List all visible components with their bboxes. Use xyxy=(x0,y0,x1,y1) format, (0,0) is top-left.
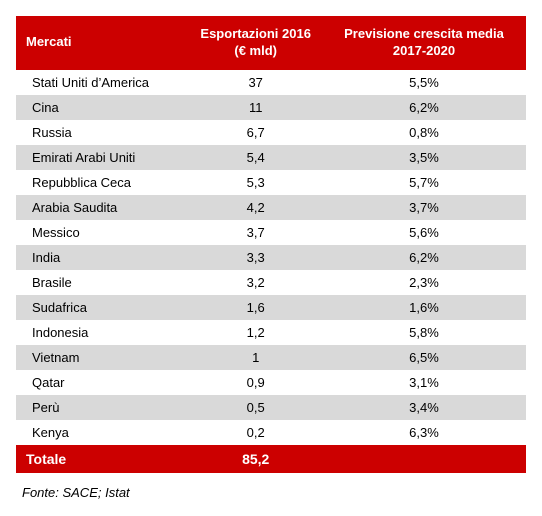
source-note: Fonte: SACE; Istat xyxy=(16,485,526,500)
cell-growth: 5,6% xyxy=(322,220,526,245)
cell-growth: 5,5% xyxy=(322,70,526,95)
cell-growth: 6,3% xyxy=(322,420,526,445)
table-row: Emirati Arabi Uniti5,43,5% xyxy=(16,145,526,170)
cell-exports: 11 xyxy=(189,95,322,120)
cell-growth: 3,4% xyxy=(322,395,526,420)
cell-market: Sudafrica xyxy=(16,295,189,320)
cell-exports: 1,2 xyxy=(189,320,322,345)
cell-market: Russia xyxy=(16,120,189,145)
cell-growth: 3,5% xyxy=(322,145,526,170)
cell-market: Arabia Saudita xyxy=(16,195,189,220)
table-total-row: Totale85,2 xyxy=(16,445,526,473)
cell-market: Emirati Arabi Uniti xyxy=(16,145,189,170)
col-header-market: Mercati xyxy=(16,16,189,70)
table-row: Stati Uniti d’America375,5% xyxy=(16,70,526,95)
cell-market: Qatar xyxy=(16,370,189,395)
cell-exports: 37 xyxy=(189,70,322,95)
cell-growth: 6,5% xyxy=(322,345,526,370)
cell-market: Vietnam xyxy=(16,345,189,370)
table-row: India3,36,2% xyxy=(16,245,526,270)
cell-exports: 3,7 xyxy=(189,220,322,245)
cell-growth: 5,7% xyxy=(322,170,526,195)
table-row: Repubblica Ceca5,35,7% xyxy=(16,170,526,195)
col-header-exports: Esportazioni 2016 (€ mld) xyxy=(189,16,322,70)
total-cell-exports: 85,2 xyxy=(189,445,322,473)
cell-growth: 5,8% xyxy=(322,320,526,345)
total-cell-label: Totale xyxy=(16,445,189,473)
cell-exports: 0,5 xyxy=(189,395,322,420)
table-header-row: Mercati Esportazioni 2016 (€ mld) Previs… xyxy=(16,16,526,70)
cell-exports: 3,2 xyxy=(189,270,322,295)
cell-market: Messico xyxy=(16,220,189,245)
table-row: Sudafrica1,61,6% xyxy=(16,295,526,320)
cell-market: Indonesia xyxy=(16,320,189,345)
cell-growth: 6,2% xyxy=(322,95,526,120)
cell-market: Repubblica Ceca xyxy=(16,170,189,195)
cell-exports: 4,2 xyxy=(189,195,322,220)
cell-growth: 0,8% xyxy=(322,120,526,145)
cell-market: India xyxy=(16,245,189,270)
cell-exports: 1,6 xyxy=(189,295,322,320)
cell-market: Kenya xyxy=(16,420,189,445)
table-row: Messico3,75,6% xyxy=(16,220,526,245)
cell-exports: 3,3 xyxy=(189,245,322,270)
cell-growth: 3,1% xyxy=(322,370,526,395)
cell-market: Stati Uniti d’America xyxy=(16,70,189,95)
cell-growth: 1,6% xyxy=(322,295,526,320)
table-row: Kenya0,26,3% xyxy=(16,420,526,445)
table-row: Cina116,2% xyxy=(16,95,526,120)
table-row: Brasile3,22,3% xyxy=(16,270,526,295)
cell-exports: 5,3 xyxy=(189,170,322,195)
cell-exports: 6,7 xyxy=(189,120,322,145)
cell-market: Cina xyxy=(16,95,189,120)
cell-exports: 0,9 xyxy=(189,370,322,395)
table-row: Qatar0,93,1% xyxy=(16,370,526,395)
table-row: Perù0,53,4% xyxy=(16,395,526,420)
cell-market: Perù xyxy=(16,395,189,420)
table-row: Indonesia1,25,8% xyxy=(16,320,526,345)
cell-market: Brasile xyxy=(16,270,189,295)
cell-growth: 3,7% xyxy=(322,195,526,220)
cell-exports: 5,4 xyxy=(189,145,322,170)
total-cell-growth xyxy=(322,445,526,473)
cell-growth: 2,3% xyxy=(322,270,526,295)
cell-exports: 1 xyxy=(189,345,322,370)
cell-growth: 6,2% xyxy=(322,245,526,270)
cell-exports: 0,2 xyxy=(189,420,322,445)
table-row: Arabia Saudita4,23,7% xyxy=(16,195,526,220)
table-row: Russia6,70,8% xyxy=(16,120,526,145)
data-table: Mercati Esportazioni 2016 (€ mld) Previs… xyxy=(16,16,526,500)
col-header-growth: Previsione crescita media 2017-2020 xyxy=(322,16,526,70)
table-row: Vietnam16,5% xyxy=(16,345,526,370)
